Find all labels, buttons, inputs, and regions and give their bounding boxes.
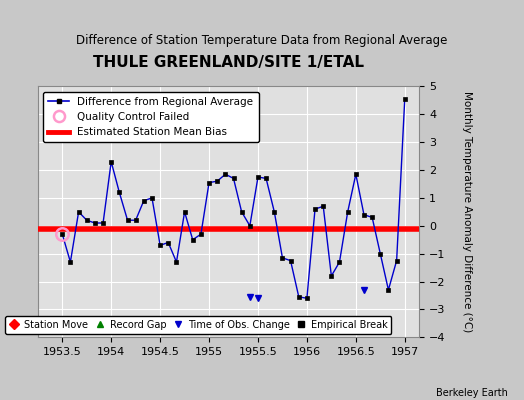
Text: Berkeley Earth: Berkeley Earth	[436, 388, 508, 398]
Text: Difference of Station Temperature Data from Regional Average: Difference of Station Temperature Data f…	[77, 34, 447, 47]
Legend: Station Move, Record Gap, Time of Obs. Change, Empirical Break: Station Move, Record Gap, Time of Obs. C…	[5, 316, 391, 334]
Title: THULE GREENLAND/SITE 1/ETAL: THULE GREENLAND/SITE 1/ETAL	[93, 55, 364, 70]
Y-axis label: Monthly Temperature Anomaly Difference (°C): Monthly Temperature Anomaly Difference (…	[462, 91, 472, 332]
